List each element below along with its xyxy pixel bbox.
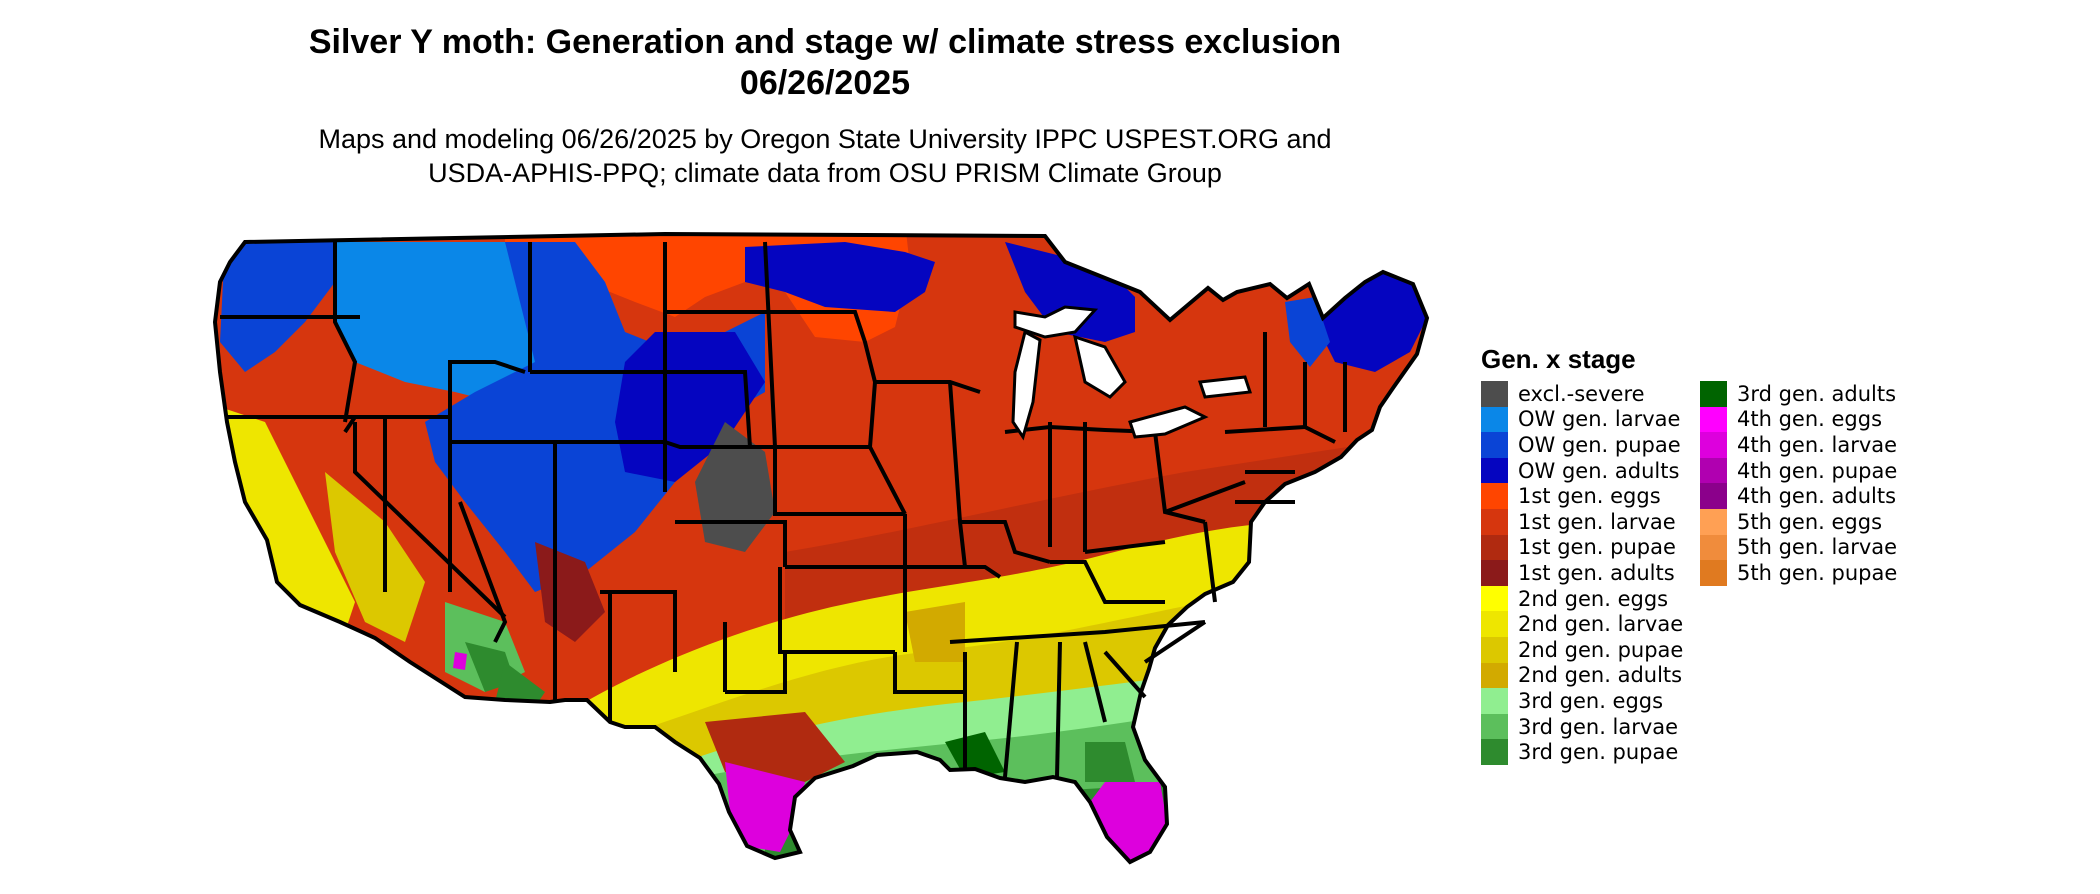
legend-item: OW gen. pupae (1481, 432, 1683, 458)
legend-item: 3rd gen. larvae (1481, 713, 1683, 740)
legend-item: 1st gen. adults (1481, 560, 1683, 586)
legend-item: 5th gen. pupae (1700, 560, 1897, 586)
legend-label: 2nd gen. eggs (1518, 586, 1669, 611)
state-borders (212, 231, 1430, 865)
legend-label: 3rd gen. pupae (1518, 740, 1679, 765)
lake-huron (1072, 334, 1127, 399)
legend-swatch (1481, 560, 1508, 586)
legend-item: 3rd gen. eggs (1481, 688, 1683, 714)
legend-item: OW gen. adults (1481, 457, 1683, 484)
legend-label: OW gen. larvae (1518, 407, 1681, 432)
stage-bands (215, 234, 1427, 862)
legend-label: 2nd gen. larvae (1518, 612, 1684, 637)
legend-swatch (1700, 508, 1727, 535)
legend-item: 2nd gen. eggs (1481, 585, 1683, 612)
legend-item: 4th gen. adults (1700, 483, 1897, 509)
legend-item: 1st gen. pupae (1481, 534, 1683, 561)
legend-label: 4th gen. eggs (1737, 407, 1883, 432)
legend-item: 4th gen. larvae (1700, 432, 1897, 458)
legend-title: Gen. x stage (1481, 344, 1636, 374)
map-title: Silver Y moth: Generation and stage w/ c… (230, 22, 1420, 104)
legend-swatch (1700, 534, 1727, 561)
map-subtitle-line-1: Maps and modeling 06/26/2025 by Oregon S… (318, 124, 1332, 154)
legend-item: 2nd gen. pupae (1481, 636, 1684, 663)
legend-item: 3rd gen. pupae (1481, 739, 1683, 765)
legend-swatch (1481, 457, 1508, 484)
great-lakes (1011, 305, 1253, 441)
us-stage-map (212, 231, 1430, 865)
legend-item: 4th gen. pupae (1700, 457, 1898, 484)
legend-swatch (1700, 560, 1727, 586)
legend-swatch (1481, 406, 1508, 433)
legend-item: OW gen. larvae (1481, 406, 1683, 433)
legend-label: 1st gen. adults (1518, 560, 1675, 585)
legend-item: 3rd gen. adults (1700, 381, 1897, 407)
lake-ontario (1197, 375, 1253, 399)
legend-column-1: excl.-severe OW gen. larvae OW gen. pupae O… (1481, 381, 1683, 765)
legend-item: 5th gen. eggs (1700, 508, 1897, 535)
legend-swatch (1700, 457, 1727, 484)
legend-swatch (1700, 381, 1727, 407)
legend-label: 4th gen. larvae (1737, 432, 1898, 457)
legend-item: 1st gen. eggs (1481, 483, 1683, 509)
legend-label: 1st gen. eggs (1518, 484, 1661, 509)
legend-label: 4th gen. pupae (1737, 458, 1898, 483)
legend-swatch (1481, 534, 1508, 561)
legend-swatch (1481, 508, 1508, 535)
legend-label: 4th gen. adults (1737, 484, 1897, 509)
legend-item: 4th gen. eggs (1700, 406, 1897, 433)
legend-swatch (1481, 611, 1508, 637)
legend-swatch (1481, 662, 1508, 689)
legend-swatch (1481, 585, 1508, 612)
legend-item: 5th gen. larvae (1700, 534, 1898, 561)
legend-swatch (1700, 406, 1727, 433)
legend-swatch (1481, 483, 1508, 509)
legend-label: 5th gen. larvae (1737, 535, 1898, 560)
legend-swatch (1481, 688, 1508, 714)
legend-label: 2nd gen. adults (1518, 663, 1683, 688)
legend-swatch (1700, 483, 1727, 509)
map-title-line-1: Silver Y moth: Generation and stage w/ c… (308, 23, 1342, 61)
lake-erie (1128, 405, 1209, 439)
legend-swatch (1481, 381, 1508, 407)
legend-swatch (1481, 432, 1508, 458)
legend-swatch (1481, 636, 1508, 663)
legend-label: 1st gen. pupae (1518, 535, 1676, 560)
legend-item: excl.-severe (1481, 381, 1683, 407)
legend-label: 2nd gen. pupae (1518, 637, 1684, 662)
legend-label: OW gen. adults (1518, 458, 1680, 483)
lake-superior (1013, 305, 1099, 339)
map-subtitle: Maps and modeling 06/26/2025 by Oregon S… (230, 122, 1420, 190)
legend-label: OW gen. pupae (1518, 432, 1681, 457)
legend-label: 3rd gen. larvae (1518, 714, 1679, 739)
legend-item: 2nd gen. larvae (1481, 611, 1683, 637)
legend-label: 3rd gen. eggs (1518, 688, 1664, 713)
legend-label: 1st gen. larvae (1518, 509, 1676, 534)
legend-label: 3rd gen. adults (1737, 381, 1897, 406)
legend-swatch (1700, 432, 1727, 458)
legend-label: 5th gen. pupae (1737, 560, 1898, 585)
legend-item: 1st gen. larvae (1481, 508, 1683, 535)
map-title-line-2: 06/26/2025 (739, 64, 911, 102)
map-subtitle-line-2: USDA-APHIS-PPQ; climate data from OSU PR… (428, 158, 1222, 188)
legend-label: 5th gen. eggs (1737, 509, 1883, 534)
legend-item: 2nd gen. adults (1481, 662, 1683, 689)
legend-column-2: 3rd gen. adults 4th gen. eggs 4th gen. lar… (1700, 381, 1897, 586)
legend-swatch (1481, 713, 1508, 740)
legend-swatch (1481, 739, 1508, 765)
lake-michigan (1011, 329, 1042, 441)
legend-label: excl.-severe (1518, 381, 1645, 406)
